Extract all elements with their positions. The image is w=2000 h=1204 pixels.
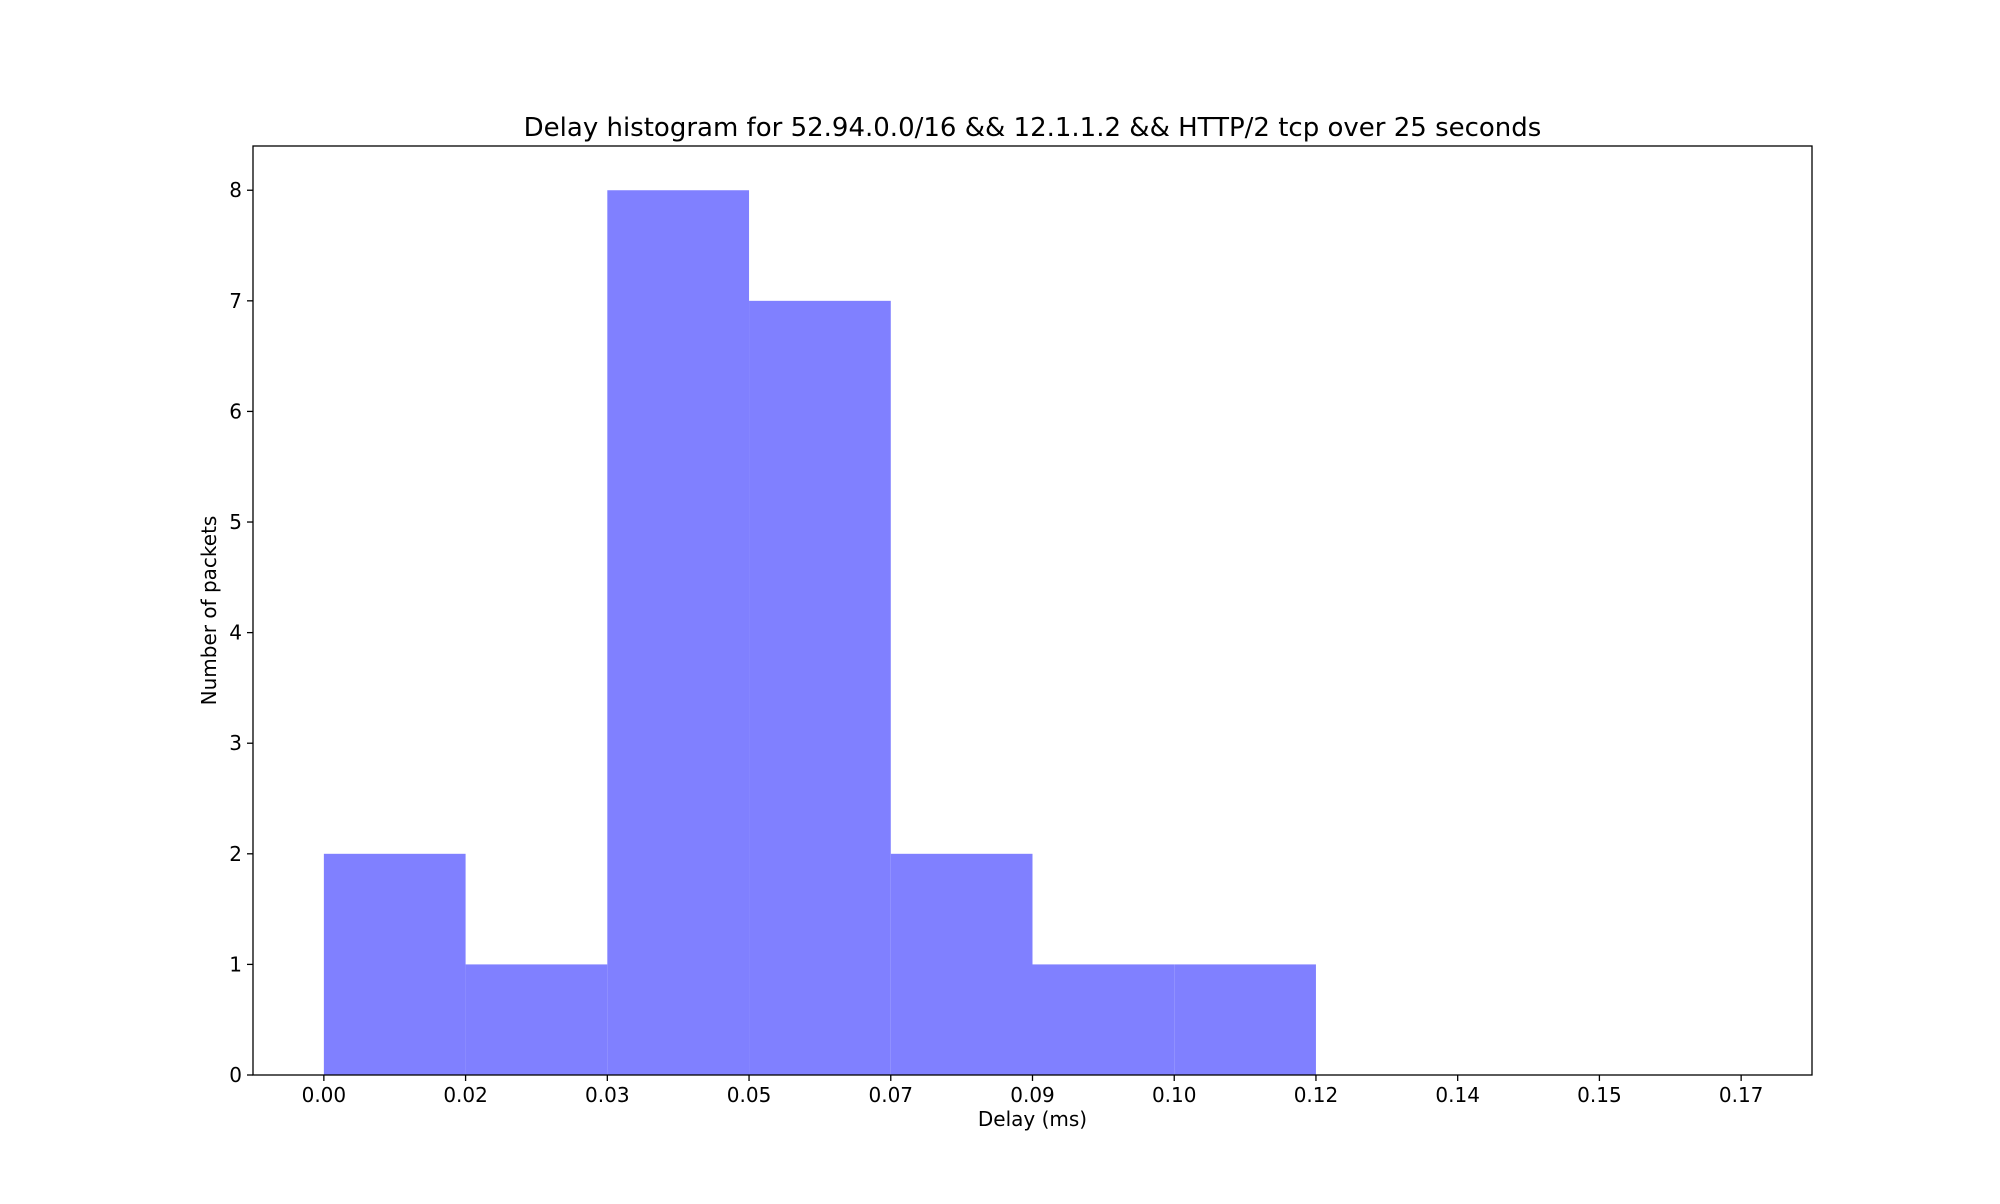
x-axis-label: Delay (ms) bbox=[978, 1107, 1087, 1131]
x-tick-label: 0.05 bbox=[727, 1083, 772, 1107]
y-axis-label: Number of packets bbox=[197, 516, 221, 706]
y-tick-label: 4 bbox=[229, 621, 242, 645]
y-tick-label: 1 bbox=[229, 952, 242, 976]
y-tick-label: 8 bbox=[229, 178, 242, 202]
x-tick-label: 0.00 bbox=[302, 1083, 347, 1107]
chart-title: Delay histogram for 52.94.0.0/16 && 12.1… bbox=[524, 113, 1542, 143]
y-tick-label: 6 bbox=[229, 399, 242, 423]
x-tick-label: 0.02 bbox=[443, 1083, 488, 1107]
y-axis: 0 1 2 3 4 5 6 7 8 bbox=[229, 178, 253, 1087]
x-tick-label: 0.10 bbox=[1152, 1083, 1197, 1107]
y-tick-label: 3 bbox=[229, 731, 242, 755]
x-tick-label: 0.14 bbox=[1435, 1083, 1480, 1107]
y-tick-label: 2 bbox=[229, 842, 242, 866]
y-tick-label: 0 bbox=[229, 1063, 242, 1087]
x-tick-label: 0.12 bbox=[1294, 1083, 1339, 1107]
histogram-bar-4 bbox=[890, 853, 1033, 1075]
histogram-bar-5 bbox=[1032, 964, 1175, 1075]
y-tick-label: 5 bbox=[229, 510, 242, 534]
bars-layer bbox=[323, 190, 1316, 1075]
x-tick-label: 0.07 bbox=[869, 1083, 914, 1107]
histogram-bar-3 bbox=[749, 300, 891, 1075]
x-tick-label: 0.09 bbox=[1010, 1083, 1055, 1107]
histogram-bar-0 bbox=[323, 853, 466, 1075]
x-tick-label: 0.15 bbox=[1577, 1083, 1622, 1107]
x-tick-label: 0.03 bbox=[585, 1083, 630, 1107]
y-tick-label: 7 bbox=[229, 289, 242, 313]
histogram-bar-6 bbox=[1174, 964, 1316, 1075]
histogram-bar-1 bbox=[465, 964, 608, 1075]
histogram-bar-2 bbox=[607, 190, 750, 1075]
x-axis: 0.00 0.02 0.03 0.05 0.07 0.09 0.10 0.12 0.14 0.15… bbox=[302, 1075, 1764, 1107]
x-tick-label: 0.17 bbox=[1719, 1083, 1764, 1107]
